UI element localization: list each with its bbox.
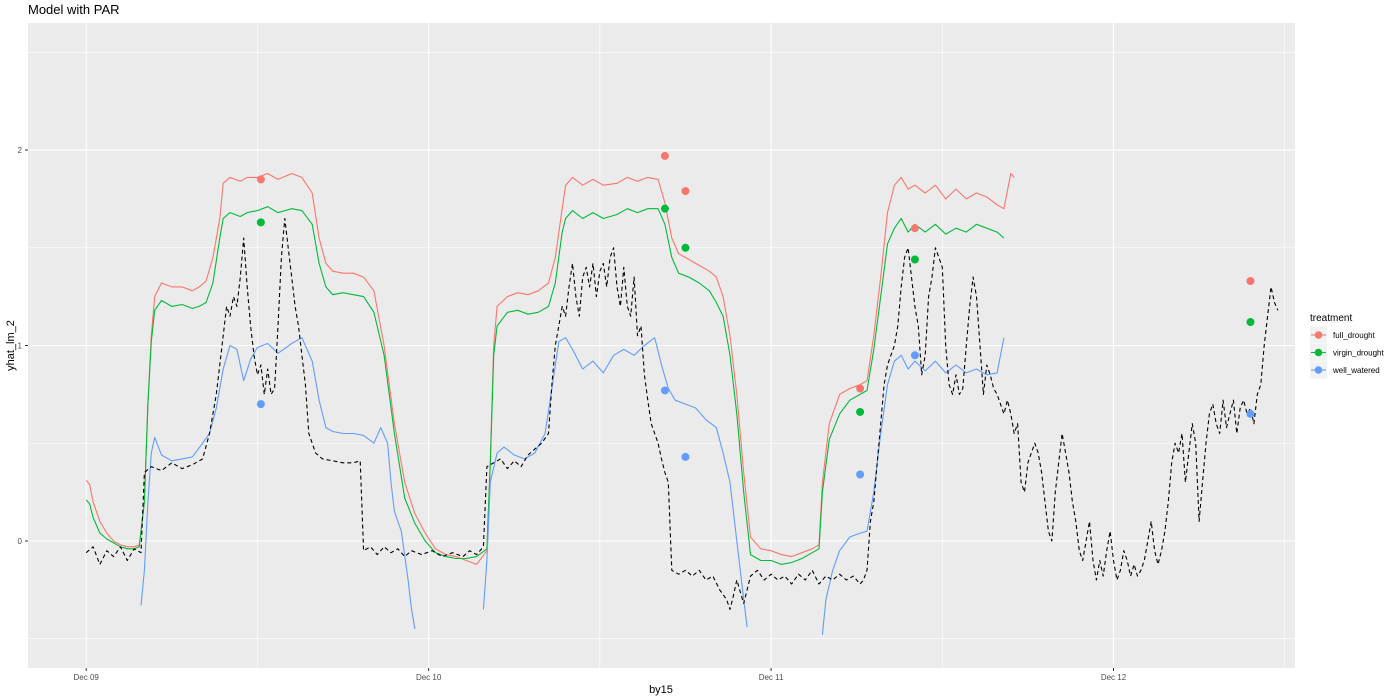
data-point-well-watered [1246,409,1255,418]
data-point-full-drought [660,151,669,160]
data-point-well-watered [856,470,865,479]
y-tick-label: 0 [18,537,23,546]
y-tick-label: 2 [18,146,23,155]
legend-point-full-drought [1314,331,1323,339]
legend-label-virgin-drought: virgin_drought [1333,349,1384,358]
data-point-full-drought [256,175,265,184]
y-axis: 0 1 2 [18,146,28,546]
x-tick-label: Dec 12 [1101,673,1127,682]
series-line-virgin-drought [85,206,1005,565]
legend-point-virgin-drought [1314,348,1323,357]
data-point-well-watered [910,351,919,360]
series-line-full-drought [85,172,1015,565]
series-line-well-watered [482,337,748,628]
legend-label-full-drought: full_drought [1333,331,1376,340]
x-tick-label: Dec 11 [759,673,784,682]
y-axis-title: yhat_lm_2 [5,320,17,371]
x-tick-label: Dec 10 [416,673,442,682]
legend-point-well-watered [1314,366,1323,374]
chart-title: Model with PAR [28,2,120,17]
series-layer [85,151,1279,635]
data-point-virgin-drought [856,407,865,416]
series-line-unlabeled [85,217,1279,610]
legend: treatment full_drought virgin_droughtwell… [1310,313,1384,379]
data-point-full-drought [1246,277,1255,285]
data-point-full-drought [910,224,919,233]
grid [28,23,1295,668]
x-tick-label: Dec 09 [74,673,100,682]
data-point-virgin-drought [660,204,669,213]
series-line-well-watered [140,337,416,629]
y-tick-label: 1 [18,342,23,351]
data-point-virgin-drought [1246,318,1255,327]
x-axis-title: by15 [649,684,673,696]
data-point-virgin-drought [681,243,690,252]
data-point-virgin-drought [910,255,919,264]
legend-title: treatment [1310,313,1352,324]
data-point-full-drought [856,384,865,393]
series-line-well-watered [821,337,1005,635]
data-point-well-watered [256,400,265,409]
x-axis: Dec 09 Dec 10 Dec 11 Dec 12 [74,668,1127,682]
data-point-virgin-drought [256,218,265,227]
legend-label-well-watered: well_watered [1332,366,1380,375]
data-point-well-watered [660,386,669,395]
data-point-full-drought [681,187,690,196]
data-point-well-watered [681,452,690,461]
